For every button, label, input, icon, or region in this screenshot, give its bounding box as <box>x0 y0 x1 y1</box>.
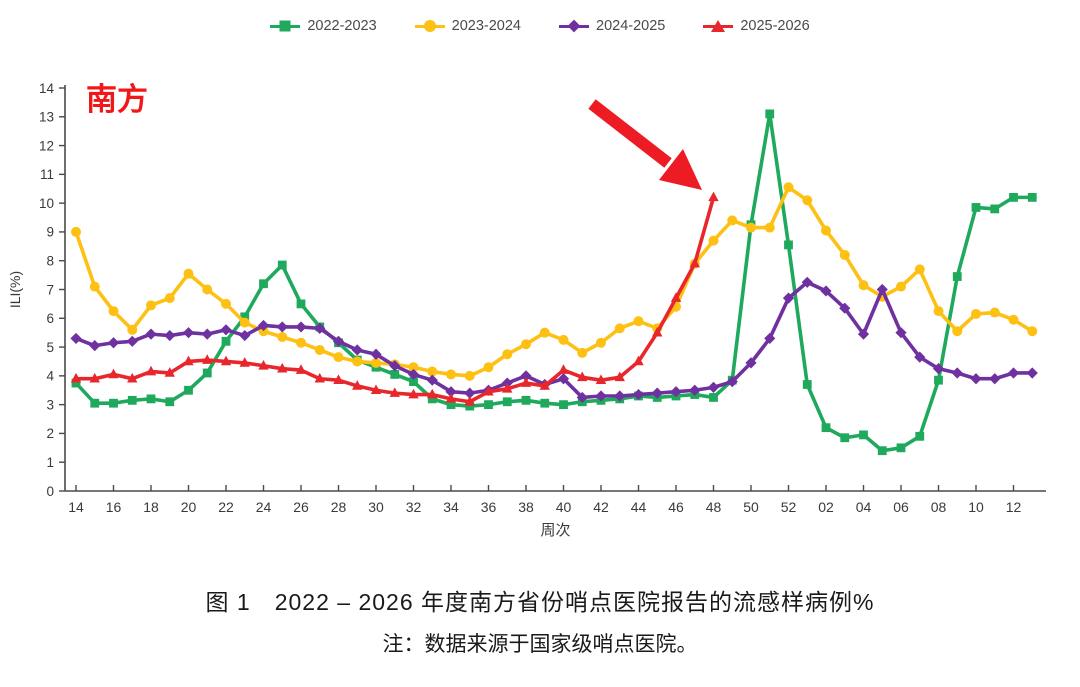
svg-text:18: 18 <box>143 499 159 515</box>
legend-item-2024-2025: 2024-2025 <box>559 18 665 34</box>
svg-text:38: 38 <box>518 499 534 515</box>
svg-text:10: 10 <box>968 499 984 515</box>
svg-text:40: 40 <box>556 499 572 515</box>
diamond-marker-icon <box>559 19 589 33</box>
svg-text:50: 50 <box>743 499 759 515</box>
svg-text:2: 2 <box>46 426 54 441</box>
svg-text:28: 28 <box>331 499 347 515</box>
series-2022-2023 <box>71 109 1037 456</box>
figure-caption: 图 1 2022 – 2026 年度南方省份哨点医院报告的流感样病例% <box>205 589 875 615</box>
svg-text:6: 6 <box>46 311 54 326</box>
legend-item-2025-2026: 2025-2026 <box>703 18 810 34</box>
svg-text:11: 11 <box>40 167 54 182</box>
svg-text:20: 20 <box>181 499 197 515</box>
series-2025-2026 <box>70 191 719 406</box>
figure-note: 注：数据来源于国家级哨点医院。 <box>382 633 698 656</box>
svg-text:34: 34 <box>443 499 459 515</box>
series-2024-2025 <box>70 276 1038 404</box>
svg-text:0: 0 <box>46 484 54 499</box>
svg-text:30: 30 <box>368 499 384 515</box>
legend-label: 2023-2024 <box>451 18 521 34</box>
svg-text:06: 06 <box>893 499 909 515</box>
svg-text:13: 13 <box>39 110 54 125</box>
chart-legend: 2022-2023 2023-2024 2024-2025 2025-2026 <box>0 18 1080 34</box>
svg-text:32: 32 <box>406 499 422 515</box>
legend-label: 2024-2025 <box>596 18 666 34</box>
svg-text:46: 46 <box>668 499 684 515</box>
svg-text:14: 14 <box>39 81 55 96</box>
svg-text:8: 8 <box>46 254 54 269</box>
y-axis-title: ILI(%) <box>7 271 23 308</box>
svg-text:4: 4 <box>46 369 54 384</box>
svg-text:44: 44 <box>631 499 647 515</box>
svg-text:10: 10 <box>39 196 54 211</box>
svg-text:08: 08 <box>931 499 947 515</box>
x-axis-title: 周次 <box>540 522 570 539</box>
region-label: 南方 <box>86 82 148 117</box>
svg-text:9: 9 <box>46 225 54 240</box>
legend-item-2023-2024: 2023-2024 <box>414 18 521 34</box>
svg-text:42: 42 <box>593 499 609 515</box>
svg-text:12: 12 <box>1006 499 1022 515</box>
annotation-arrow-icon <box>588 99 702 190</box>
svg-text:02: 02 <box>818 499 834 515</box>
triangle-marker-icon <box>703 19 734 33</box>
svg-text:04: 04 <box>856 499 872 515</box>
square-marker-icon <box>270 19 301 33</box>
svg-text:24: 24 <box>256 499 272 515</box>
svg-text:16: 16 <box>106 499 122 515</box>
svg-text:22: 22 <box>218 499 234 515</box>
series-2023-2024 <box>71 182 1038 381</box>
svg-text:36: 36 <box>481 499 497 515</box>
svg-text:52: 52 <box>781 499 797 515</box>
legend-label: 2022-2023 <box>307 18 377 34</box>
circle-marker-icon <box>414 19 445 33</box>
svg-text:12: 12 <box>39 138 54 153</box>
svg-text:14: 14 <box>68 499 84 515</box>
svg-text:48: 48 <box>706 499 722 515</box>
legend-label: 2025-2026 <box>740 18 810 34</box>
svg-text:1: 1 <box>46 455 54 470</box>
svg-text:26: 26 <box>293 499 309 515</box>
svg-text:5: 5 <box>46 340 54 355</box>
svg-text:7: 7 <box>46 282 54 297</box>
legend-item-2022-2023: 2022-2023 <box>270 18 377 34</box>
svg-text:3: 3 <box>46 397 54 412</box>
